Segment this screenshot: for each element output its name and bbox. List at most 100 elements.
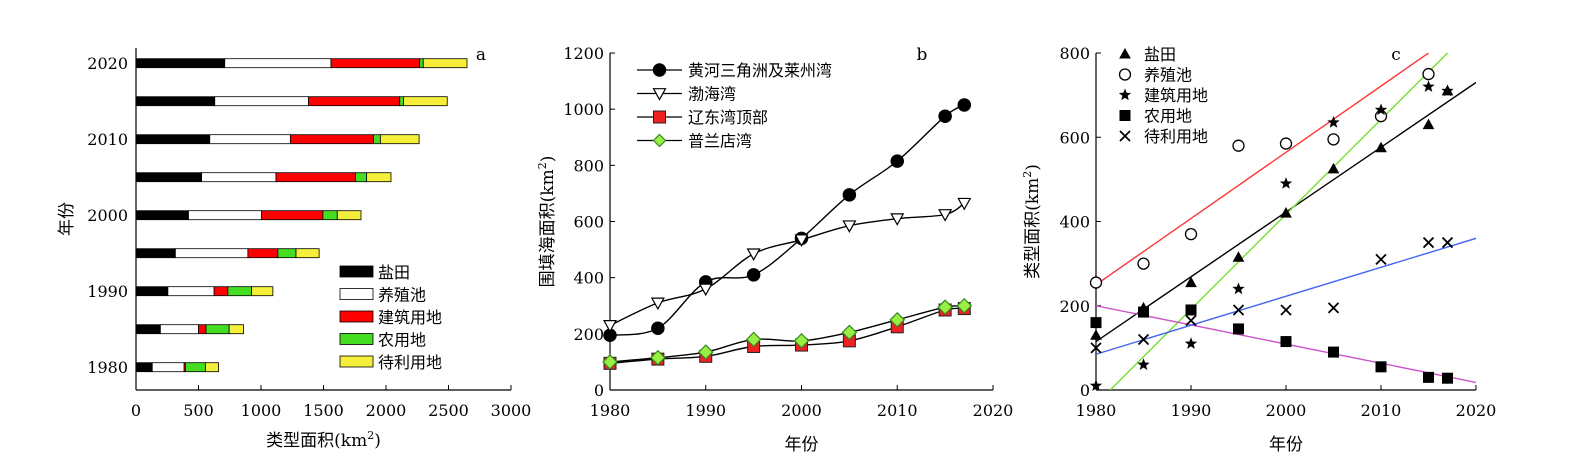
y-tick-label: 400 — [1059, 213, 1090, 232]
bar-segment — [251, 286, 274, 297]
bar-segment — [330, 58, 421, 69]
data-point — [1422, 80, 1435, 92]
cross-stroke — [1441, 236, 1454, 249]
legend-marker — [652, 63, 667, 77]
y-tick-label: 2000 — [87, 206, 128, 225]
bar-segment — [209, 134, 291, 145]
y-tick-label: 600 — [573, 213, 604, 232]
panel-b: 1980 1990 2000 2010 2020 0 200 400 600 800 1000 120… — [536, 44, 1013, 455]
x-tick-label: 0 — [131, 401, 141, 420]
data-point — [1375, 361, 1387, 373]
y-tick-label: 0 — [1080, 381, 1090, 400]
data-point — [1185, 276, 1197, 288]
data-point — [1138, 306, 1149, 318]
bar-segment — [135, 362, 153, 373]
bar-segment — [188, 210, 263, 221]
bar-segment — [422, 58, 468, 69]
y-tick-label: 1200 — [563, 44, 604, 63]
legend-swatch — [339, 288, 374, 300]
bar-segment — [135, 172, 203, 183]
data-point — [1184, 337, 1198, 349]
cross-stroke — [1185, 314, 1197, 327]
legend-marker — [653, 110, 666, 124]
data-point — [1185, 304, 1197, 316]
bar-segment — [399, 96, 404, 107]
legend-swatch — [339, 355, 374, 368]
data-point — [1374, 103, 1388, 116]
x-tick-label: 1000 — [241, 401, 282, 420]
bar-segment — [224, 58, 332, 69]
data-point — [956, 297, 973, 314]
data-point — [1137, 358, 1150, 370]
bar-segment — [135, 324, 161, 335]
bar-segment — [135, 96, 216, 107]
bar-segment — [151, 362, 185, 373]
bar-segment — [275, 172, 356, 183]
data-point — [745, 331, 762, 348]
data-point — [1280, 336, 1292, 348]
legend-swatch — [339, 310, 374, 323]
cross-stroke — [1119, 130, 1131, 142]
legend-swatch — [339, 265, 374, 278]
bar-segment — [261, 210, 324, 221]
series-line — [609, 202, 965, 327]
data-point — [651, 321, 665, 335]
data-point — [1441, 236, 1454, 249]
data-point — [1327, 162, 1340, 174]
panel-label: b — [917, 45, 928, 65]
x-tick-label: 500 — [183, 401, 214, 420]
cross-stroke — [1422, 236, 1435, 249]
y-tick-label: 2020 — [87, 54, 128, 73]
legend-marker — [1119, 47, 1131, 59]
legend-label: 黄河三角洲及莱州湾 — [688, 61, 832, 80]
y-tick-label: 1990 — [87, 282, 128, 301]
y-tick-label: 1000 — [563, 100, 604, 119]
y-tick-label: 1980 — [87, 358, 128, 377]
data-point — [1422, 67, 1435, 81]
x-tick-label: 1980 — [1076, 401, 1117, 420]
data-point — [1422, 118, 1435, 130]
legend-label: 农用地 — [1144, 107, 1192, 126]
data-point — [602, 320, 618, 333]
legend-label: 建筑用地 — [1144, 86, 1208, 105]
cross-stroke — [1090, 342, 1102, 354]
legend-swatch — [339, 333, 374, 345]
y-tick-label: 800 — [573, 156, 604, 175]
bar-segment — [336, 210, 362, 221]
data-point — [1090, 317, 1102, 329]
legend-label: 普兰店湾 — [688, 132, 752, 151]
data-point — [1185, 314, 1197, 327]
data-point — [842, 220, 857, 233]
x-tick-label: 2020 — [1456, 401, 1497, 420]
data-point — [1423, 371, 1434, 383]
bar-segment — [135, 134, 211, 145]
bar-segment — [403, 96, 448, 107]
bar-segment — [135, 286, 169, 297]
cross-stroke — [1280, 304, 1292, 316]
bar-segment — [159, 324, 199, 335]
x-tick-label: 2020 — [973, 401, 1014, 420]
data-point — [1375, 141, 1387, 153]
data-point — [1090, 342, 1102, 354]
legend-label: 盐田 — [378, 263, 410, 282]
y-axis-title: 类型面积(km2) — [1021, 164, 1043, 279]
x-tick-label: 1990 — [685, 401, 726, 420]
bar-segment — [213, 286, 229, 297]
data-point — [650, 349, 666, 366]
data-point — [746, 248, 761, 262]
x-tick-label: 2000 — [1266, 401, 1307, 420]
y-tick-label: 400 — [573, 269, 604, 288]
bar-segment — [227, 286, 253, 297]
y-tick-label: 200 — [1059, 297, 1090, 316]
bar-segment — [366, 172, 392, 183]
bar-segment — [228, 324, 244, 335]
data-point — [650, 297, 665, 311]
y-axis-title: 年份 — [57, 202, 77, 236]
fit-line — [1109, 53, 1448, 390]
x-axis-title: 类型面积(km2) — [266, 429, 381, 451]
x-tick-label: 2000 — [781, 401, 822, 420]
data-point — [1327, 133, 1340, 146]
data-point — [957, 98, 972, 112]
cross-stroke — [1375, 253, 1387, 266]
data-point — [794, 234, 809, 247]
